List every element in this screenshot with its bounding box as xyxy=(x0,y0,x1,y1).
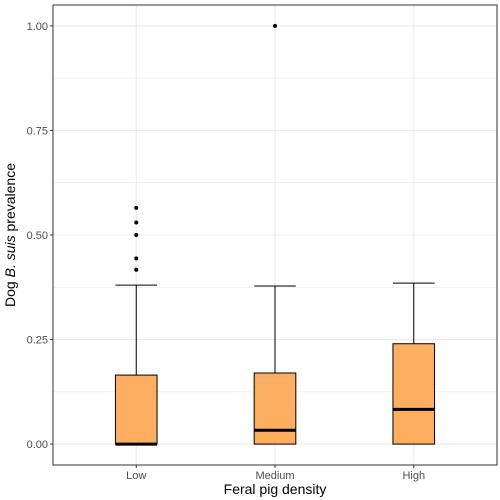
box-medium xyxy=(253,23,297,445)
x-tick-label: Low xyxy=(126,470,146,482)
box-iqr xyxy=(114,374,158,445)
boxes xyxy=(114,23,436,446)
y-axis-title-suffix: prevalence xyxy=(2,163,18,236)
x-tick-label: High xyxy=(402,470,425,482)
y-axis-title-prefix: Dog xyxy=(2,277,18,307)
outlier-point xyxy=(273,23,277,28)
y-axis-title: Dog B. suis prevalence xyxy=(2,163,18,307)
box-iqr xyxy=(392,343,436,445)
y-axis-title-italic: B. suis xyxy=(2,235,18,277)
box-iqr xyxy=(253,372,297,445)
x-axis-title: Feral pig density xyxy=(224,481,327,497)
outlier-point xyxy=(134,205,139,210)
axes: 0.00 0.25 0.50 0.75 1.00 Low Medium High xyxy=(27,21,425,482)
x-tick-label: Medium xyxy=(255,470,294,482)
y-tick-label: 1.00 xyxy=(27,21,48,33)
outlier-point xyxy=(134,256,139,261)
y-tick-label: 0.00 xyxy=(27,439,48,451)
box-low xyxy=(114,205,158,446)
outlier-point xyxy=(134,220,139,225)
box-high xyxy=(392,282,436,445)
y-tick-label: 0.50 xyxy=(27,230,48,242)
y-tick-label: 0.25 xyxy=(27,335,48,347)
outlier-point xyxy=(134,267,139,272)
outlier-point xyxy=(134,233,139,237)
y-tick-label: 0.75 xyxy=(27,125,48,137)
